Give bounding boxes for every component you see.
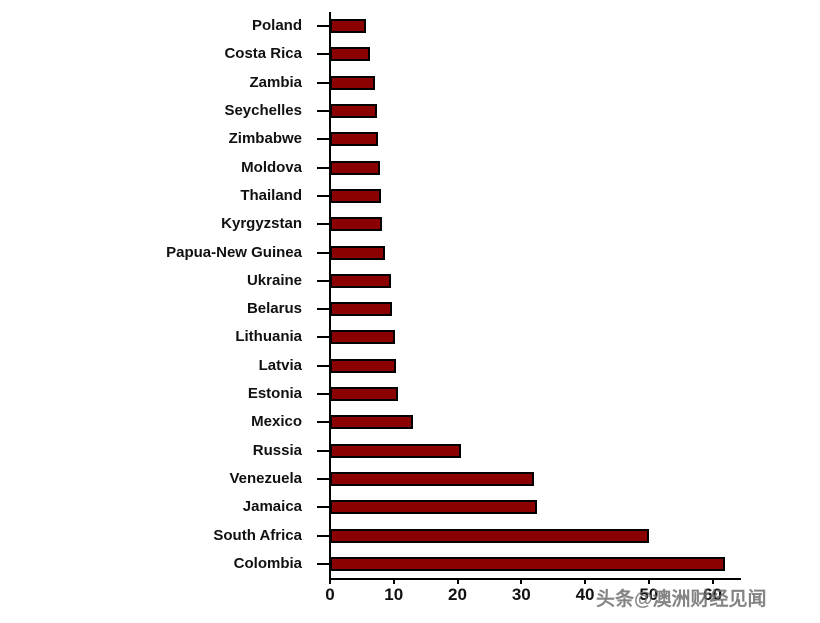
y-tick-mark [317,336,330,339]
x-tick-label: 0 [325,585,335,604]
bar [330,556,725,571]
y-tick-mark [317,194,330,197]
category-label: Zambia [249,73,302,91]
x-tick-label: 60 [703,585,723,604]
y-axis-line [329,12,331,580]
x-tick-label: 50 [639,585,659,604]
category-label: Belarus [246,300,302,318]
bar [330,500,537,515]
y-tick-mark [317,506,330,509]
x-tick-mark [520,578,523,584]
category-label: Colombia [233,554,302,572]
x-tick-mark [647,578,650,584]
bar [330,330,395,345]
y-tick-mark [317,25,330,28]
y-tick-mark [317,138,330,141]
category-label: Kyrgyzstan [221,215,302,233]
bar [330,358,396,373]
x-tick-label: 30 [511,585,531,604]
bar [330,273,391,288]
bar [330,132,378,147]
x-tick-mark [392,578,395,584]
bar [330,188,381,203]
category-label: Poland [251,17,302,35]
bar [330,528,649,543]
bar [330,245,385,260]
bar [330,75,375,90]
x-tick-mark [456,578,459,584]
x-tick-mark [584,578,587,584]
y-tick-mark [317,449,330,452]
bar [330,19,366,34]
category-label: Seychelles [224,102,302,120]
category-label: Ukraine [246,271,302,289]
category-label: Papua-New Guinea [166,243,302,261]
category-label: Mexico [251,413,302,431]
category-label: Lithuania [235,328,302,346]
bar [330,47,370,62]
bar [330,302,392,317]
category-label: South Africa [213,526,302,544]
category-label: Latvia [258,356,302,374]
bar [330,415,413,430]
bar [330,443,461,458]
x-tick-mark [329,578,331,584]
y-tick-mark [317,53,330,56]
watermark: 头条@澳洲财经见闻 [596,589,767,610]
category-label: Moldova [241,158,302,176]
bar [330,104,377,119]
bar [330,160,380,175]
x-tick-mark [711,578,714,584]
y-tick-mark [317,279,330,282]
category-label: Zimbabwe [228,130,302,148]
bar [330,471,534,486]
category-label: Venezuela [229,469,302,487]
y-tick-mark [317,166,330,169]
y-tick-mark [317,110,330,113]
x-tick-label: 20 [448,585,467,604]
y-tick-mark [317,308,330,311]
y-tick-mark [317,223,330,226]
category-label: Thailand [240,186,302,204]
x-tick-label: 40 [575,585,595,604]
y-tick-mark [317,477,330,480]
y-tick-mark [317,421,330,424]
y-tick-mark [317,81,330,84]
category-label: Estonia [247,385,302,403]
category-label: Jamaica [242,498,302,516]
category-label: Russia [252,441,302,459]
category-label: Costa Rica [224,45,302,63]
y-tick-mark [317,393,330,396]
x-axis-line [329,578,741,580]
y-tick-mark [317,562,330,565]
y-tick-mark [317,534,330,537]
bar [330,387,398,402]
x-tick-label: 10 [384,585,404,604]
y-tick-mark [317,251,330,254]
y-tick-mark [317,364,330,367]
bar [330,217,382,232]
